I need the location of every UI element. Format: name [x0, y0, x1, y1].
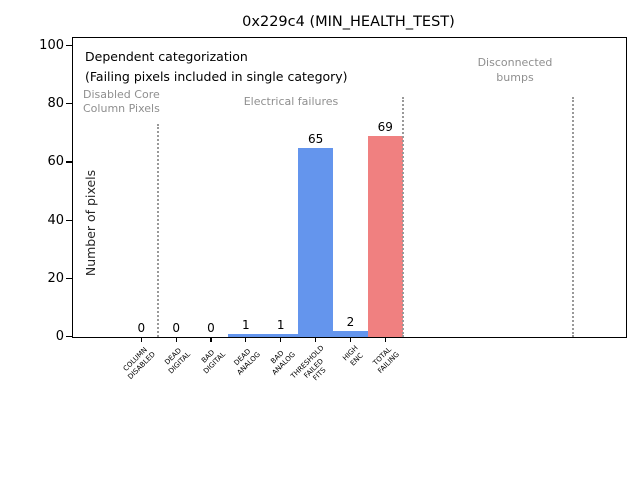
y-tick-mark	[66, 103, 72, 105]
bar-5	[298, 148, 333, 337]
x-tick-mark	[349, 338, 352, 342]
region-separator-0	[157, 124, 159, 337]
bar-value-label: 0	[172, 321, 180, 335]
region-electrical-failures-line: Electrical failures	[243, 95, 339, 108]
bar-value-label: 65	[307, 132, 324, 146]
bar-value-label: 1	[276, 318, 285, 332]
chart-title: 0x229c4 (MIN_HEALTH_TEST)	[242, 14, 455, 30]
bar-value-label: 2	[346, 315, 355, 329]
bar-4	[263, 334, 299, 337]
x-tick-label: TOTAL FAILING	[371, 345, 401, 375]
region-disconnected-bumps-line: bumps	[496, 71, 534, 84]
dependent-note: Dependent categorization (Failing pixels …	[85, 47, 348, 87]
x-tick-mark	[175, 338, 177, 342]
y-axis-label: Number of pixels	[83, 169, 98, 277]
y-tick-label: 40	[47, 212, 64, 228]
y-tick-label: 80	[47, 96, 64, 112]
y-tick-mark	[66, 161, 72, 163]
y-tick-mark	[66, 45, 72, 47]
y-tick-mark	[66, 219, 72, 221]
x-tick-label: HIGH ENC	[341, 344, 365, 368]
x-tick-mark	[245, 338, 247, 342]
bar-value-label: 0	[207, 321, 215, 335]
region-disconnected-bumps: Disconnected bumps	[405, 55, 625, 85]
region-separator-2	[572, 97, 574, 337]
region-disabled-core-column-line: Column Pixels	[83, 102, 160, 115]
bar-6	[333, 331, 368, 337]
y-tick-label: 0	[55, 329, 64, 344]
bar-value-label: 1	[242, 318, 250, 332]
y-tick-label: 60	[47, 154, 64, 170]
region-disabled-core-column-line: Disabled Core	[83, 88, 160, 101]
x-tick-mark	[280, 338, 282, 342]
region-disabled-core-column: Disabled Core Column Pixels	[83, 88, 160, 116]
x-tick-mark	[210, 338, 212, 342]
bar-7	[367, 136, 403, 337]
y-tick-mark	[66, 277, 72, 279]
y-tick-label: 20	[47, 270, 64, 286]
bar-value-label: 69	[377, 120, 393, 134]
plot-area: Number of pixels 0 0 0 1 1 65 2 69 0 20 40 60 80 100 C…	[39, 37, 627, 382]
bar-3	[228, 334, 264, 337]
dependent-note-line: (Failing pixels included in single categ…	[85, 69, 348, 84]
region-disconnected-bumps-line: Disconnected	[477, 56, 553, 69]
bar-value-label: 0	[137, 321, 146, 335]
y-tick-mark	[66, 336, 72, 338]
region-electrical-failures: Electrical failures	[181, 95, 401, 109]
x-tick-mark	[384, 338, 386, 342]
y-tick-label: 100	[39, 38, 64, 53]
dependent-note-line: Dependent categorization	[85, 49, 248, 64]
x-tick-mark	[314, 338, 317, 342]
x-tick-mark	[140, 338, 142, 342]
region-separator-1	[402, 97, 404, 337]
